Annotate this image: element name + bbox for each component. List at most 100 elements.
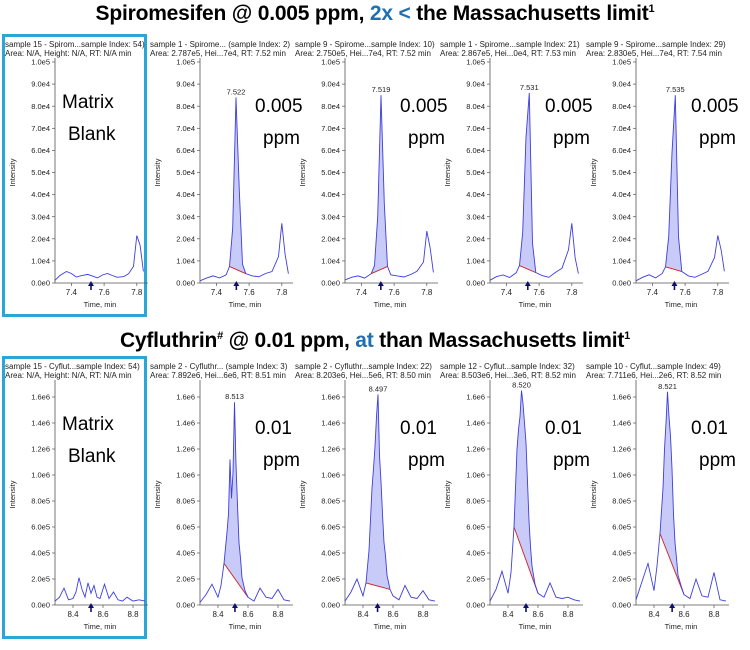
x-tick-label: 7.8 [276,288,288,297]
chromatogram-trace [199,97,289,282]
row2-title-pre-sup: # [217,330,224,342]
y-tick-label: 3.0e4 [466,212,485,221]
x-axis-label: Time, min [374,622,407,631]
panel-header-area: Area: 8.203e6, Hei...5e6, RT: 8.50 min [295,371,431,380]
x-tick-label: 7.6 [99,288,111,297]
y-tick-label: 6.0e4 [466,146,485,155]
peak-baseline [370,266,388,275]
y-tick-label: 1.4e6 [612,419,631,428]
integrated-peak-area [665,95,682,272]
retention-time-arrow-icon [88,603,94,612]
x-tick-label: 7.4 [647,288,659,297]
y-tick-label: 9.0e4 [176,80,195,89]
y-axis-label: Intensity [298,158,307,186]
y-tick-label: 8.0e4 [31,102,50,111]
y-tick-label: 0.0e0 [612,279,631,288]
y-tick-label: 2.0e4 [31,234,50,243]
chromatogram-trace [489,390,581,602]
row2-title: Cyfluthrin# @ 0.01 ppm, at than Massachu… [0,329,750,353]
peak-rt-label: 7.519 [372,85,391,94]
retention-time-arrow-icon [374,603,381,612]
y-tick-label: 6.0e5 [321,523,340,532]
x-axis-label: Time, min [665,622,698,631]
concentration-unit-label: ppm [553,450,590,471]
concentration-label: Matrix [62,92,114,113]
concentration-unit-label: ppm [699,128,736,149]
y-tick-label: 8.0e5 [176,497,195,506]
chromatogram-trace [54,235,144,281]
y-tick-label: 4.0e4 [321,190,340,199]
retention-time-arrow-icon [524,281,531,290]
y-tick-label: 0.0e0 [321,601,340,610]
y-tick-label: 1.0e4 [466,257,485,266]
peak-baseline [665,266,682,272]
peak-baseline [659,533,685,595]
y-tick-label: 1.6e6 [31,393,50,402]
y-tick-label: 1.0e5 [176,58,195,67]
peak-baseline [513,526,539,594]
chromatogram-panel-r2-2: sample 2 - Cyfluthr... (sample Index: 3)… [150,356,300,639]
x-axis-label: Time, min [519,300,552,309]
y-tick-label: 0.0e0 [612,601,631,610]
chromatogram-svg: 1.6e6 1.4e6 1.2e6 1.0e6 8.0e5 6.0e5 4.0e5 2.0e5… [153,380,293,631]
y-axis-label: Intensity [8,480,17,508]
y-tick-label: 8.0e4 [321,102,340,111]
row2-matrix-blank-highlight [2,356,147,639]
y-tick-label: 4.0e5 [612,549,631,558]
y-tick-label: 9.0e4 [31,80,50,89]
y-tick-label: 4.0e5 [466,549,485,558]
concentration-label: 0.005 [400,96,448,117]
x-axis-label: Time, min [84,622,117,631]
y-tick-label: 8.0e5 [466,497,485,506]
panel-header-area: Area: 7.892e6, Hei...6e6, RT: 8.51 min [150,371,286,380]
concentration-unit-label: ppm [263,450,300,471]
peak-baseline [229,266,247,275]
y-tick-label: 6.0e5 [31,523,50,532]
row1-matrix-blank-highlight [2,34,147,317]
integrated-peak-area [660,391,684,595]
x-tick-label: 7.6 [389,288,401,297]
x-tick-label: 7.4 [501,288,513,297]
panel-header-area: Area: 2.787e5, Hei...7e4, RT: 7.52 min [150,49,286,58]
y-tick-label: 1.0e6 [466,471,485,480]
peak-baseline [223,563,249,598]
y-tick-label: 1.4e6 [176,419,195,428]
y-tick-label: 0.0e0 [31,601,50,610]
y-tick-label: 8.0e4 [612,102,631,111]
concentration-label: Matrix [62,414,114,435]
y-tick-label: 9.0e4 [466,80,485,89]
row2-title-highlight: at [355,329,374,352]
chromatogram-trace [344,95,434,281]
peak-rt-label: 8.521 [658,382,677,391]
y-tick-label: 2.0e4 [612,234,631,243]
y-tick-label: 1.0e5 [612,58,631,67]
x-tick-label: 7.4 [211,288,223,297]
x-tick-label: 8.6 [97,610,109,619]
retention-time-arrow-icon [88,281,94,290]
y-tick-label: 1.0e4 [176,257,195,266]
concentration-unit-label: ppm [408,450,445,471]
peak-rt-label: 8.520 [512,381,531,390]
y-tick-label: 1.0e4 [321,257,340,266]
panel-header-area: Area: 8.503e6, Hei...3e6, RT: 8.52 min [440,371,576,380]
x-axis-label: Time, min [519,622,552,631]
panel-header-sample: sample 12 - Cyflut...sample Index: 32) [440,362,575,371]
y-tick-label: 6.0e5 [466,523,485,532]
concentration-label: 0.005 [255,96,303,117]
panel-header-sample: sample 10 - Cyflut...sample Index: 49) [586,362,721,371]
y-tick-label: 1.0e6 [612,471,631,480]
retention-time-arrow-icon [377,281,384,290]
y-tick-label: 8.0e4 [466,102,485,111]
y-tick-label: 6.0e5 [176,523,195,532]
chromatogram-panel-r2-4: sample 12 - Cyflut...sample Index: 32) Ar… [440,356,590,639]
x-tick-label: 8.6 [387,610,399,619]
concentration-label: 0.01 [545,418,582,439]
panel-header-area: Area: N/A, Height: N/A, RT: N/A min [5,49,132,58]
chromatogram-trace [635,95,725,282]
panel-header-sample: sample 1 - Spirome...sample Index: 21) [440,40,580,49]
x-tick-label: 8.6 [532,610,544,619]
x-axis-label: Time, min [374,300,407,309]
y-tick-label: 1.0e4 [612,257,631,266]
integrated-peak-area [514,390,538,594]
y-tick-label: 1.2e6 [612,445,631,454]
